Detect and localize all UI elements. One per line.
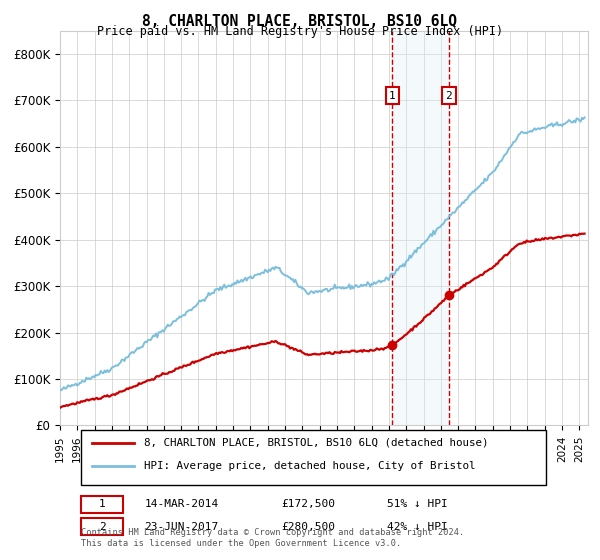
Bar [392,31,449,426]
Text: 8, CHARLTON PLACE, BRISTOL, BS10 6LQ: 8, CHARLTON PLACE, BRISTOL, BS10 6LQ [143,14,458,29]
Text: 42% ↓ HPI: 42% ↓ HPI [388,521,448,531]
Text: 2: 2 [446,91,452,101]
Text: £280,500: £280,500 [282,521,336,531]
Text: Contains HM Land Registry data © Crown copyright and database right 2024.
This d: Contains HM Land Registry data © Crown c… [81,528,464,548]
Text: Price paid vs. HM Land Registry's House Price Index (HPI): Price paid vs. HM Land Registry's House … [97,25,503,38]
Text: 2: 2 [99,521,106,531]
FancyBboxPatch shape [81,518,124,535]
Text: HPI: Average price, detached house, City of Bristol: HPI: Average price, detached house, City… [145,461,476,471]
Text: 1: 1 [99,500,106,510]
Text: 1: 1 [389,91,396,101]
Text: 14-MAR-2014: 14-MAR-2014 [145,500,219,510]
FancyBboxPatch shape [81,431,546,484]
Text: 23-JUN-2017: 23-JUN-2017 [145,521,219,531]
Text: £172,500: £172,500 [282,500,336,510]
Text: 51% ↓ HPI: 51% ↓ HPI [388,500,448,510]
FancyBboxPatch shape [81,496,124,513]
Text: 8, CHARLTON PLACE, BRISTOL, BS10 6LQ (detached house): 8, CHARLTON PLACE, BRISTOL, BS10 6LQ (de… [145,438,489,448]
